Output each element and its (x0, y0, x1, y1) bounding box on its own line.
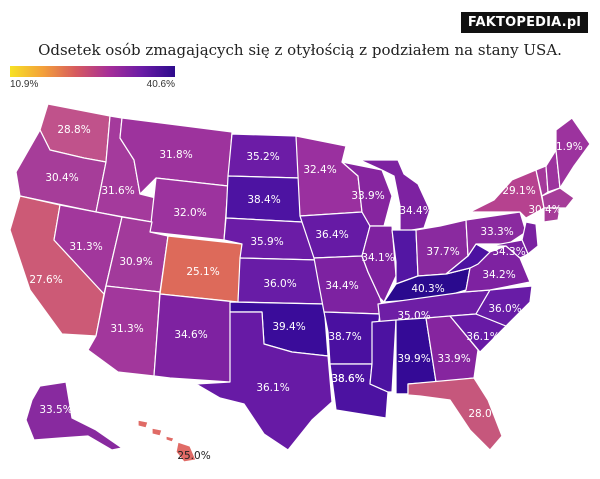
label-nd: 35.2% (246, 151, 279, 163)
label-tn: 35.0% (397, 310, 430, 322)
state-fl[interactable] (395, 377, 503, 451)
state-md[interactable] (489, 239, 529, 259)
label-sc: 36.1% (466, 331, 499, 343)
label-oh: 33.3% (480, 226, 513, 238)
state-me[interactable] (555, 117, 591, 189)
label-nv: 31.3% (69, 241, 102, 253)
state-tx[interactable] (195, 311, 333, 451)
brand-logo: FAKTOPEDIA.pl (460, 12, 588, 33)
label-la: 38.6% (331, 373, 364, 385)
label-wy: 32.0% (173, 207, 206, 219)
color-legend: 10.9% 40.6% (10, 66, 175, 90)
label-co: 25.1% (186, 266, 219, 278)
label-fl: 28.0% (468, 408, 501, 420)
label-mt: 31.8% (159, 149, 192, 161)
state-hi[interactable] (137, 419, 197, 463)
state-ma[interactable] (541, 187, 575, 209)
label-ok: 39.4% (272, 321, 305, 333)
state-in[interactable] (391, 229, 419, 285)
label-ar: 38.7% (328, 331, 361, 343)
state-ct[interactable] (543, 207, 561, 223)
label-az: 31.3% (110, 323, 143, 335)
state-mn[interactable] (295, 135, 363, 217)
state-az[interactable] (87, 285, 161, 377)
legend-min: 10.9% (10, 79, 39, 90)
label-ak: 33.5% (39, 404, 72, 416)
label-tx: 36.1% (256, 382, 289, 394)
legend-max: 40.6% (146, 79, 175, 90)
label-sd: 38.4% (247, 194, 280, 206)
label-al: 39.9% (397, 353, 430, 365)
label-ks: 36.0% (263, 278, 296, 290)
label-or: 30.4% (45, 172, 78, 184)
label-ny: 29.1% (502, 185, 535, 197)
legend-gradient (10, 66, 175, 77)
state-nj[interactable] (521, 221, 539, 255)
label-mo: 34.4% (325, 280, 358, 292)
label-ky: 40.3% (411, 283, 444, 295)
label-ms: 38.6% (331, 373, 364, 385)
state-mi[interactable] (359, 159, 431, 233)
label-va: 34.2% (482, 269, 515, 281)
label-ma: 30.4% (528, 204, 561, 216)
state-nc[interactable] (475, 285, 533, 327)
label-mn: 32.4% (303, 164, 336, 176)
label-nc: 36.0% (488, 303, 521, 315)
label-id: 31.6% (101, 185, 134, 197)
state-ak[interactable] (25, 381, 123, 451)
label-in: 37.7% (426, 246, 459, 258)
label-il: 34.1% (361, 252, 394, 264)
label-mi: 34.4% (399, 205, 432, 217)
label-ne: 35.9% (250, 236, 283, 248)
label-hi: 25.0% (177, 450, 210, 462)
label-ca: 27.6% (29, 274, 62, 286)
label-nm: 34.6% (174, 329, 207, 341)
label-wi: 33.9% (351, 190, 384, 202)
label-wa: 28.8% (57, 124, 90, 136)
label-ga: 33.9% (437, 353, 470, 365)
label-ut: 30.9% (119, 256, 152, 268)
label-me: 31.9% (549, 141, 582, 153)
label-nj: 34.3% (492, 246, 525, 258)
map-title: Odsetek osób zmagających się z otyłością… (38, 41, 562, 59)
state-ms[interactable] (369, 319, 397, 393)
state-nm[interactable] (153, 293, 237, 383)
label-ia: 36.4% (315, 229, 348, 241)
